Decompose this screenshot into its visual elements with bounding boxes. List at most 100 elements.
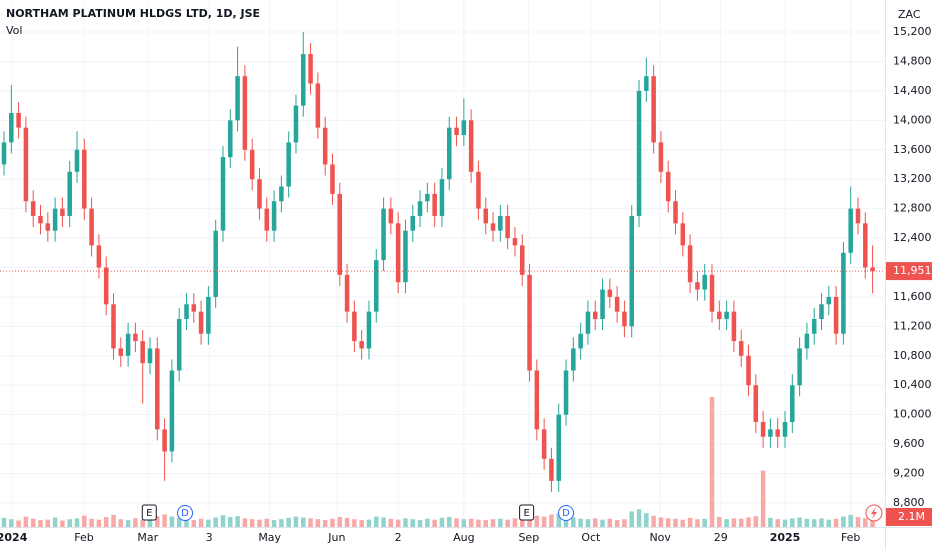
- volume-bar: [206, 519, 211, 527]
- candle-body: [38, 215, 43, 224]
- volume-bar: [111, 514, 116, 527]
- price-pane: [0, 32, 885, 492]
- volume-bar: [476, 519, 481, 527]
- candle-body: [585, 311, 591, 334]
- y-tick-label: 10,800: [893, 349, 932, 362]
- volume-bar: [680, 519, 686, 527]
- volume-bar: [395, 519, 401, 527]
- x-tick-label: 2: [395, 531, 402, 544]
- candle-body: [111, 304, 116, 349]
- candle-body: [103, 267, 109, 305]
- candle-body: [1, 142, 7, 165]
- volume-bar: [257, 519, 262, 527]
- candle-body: [52, 208, 58, 231]
- candle-body: [315, 83, 321, 128]
- volume-bar: [819, 518, 824, 527]
- y-tick-label: 15,200: [893, 25, 932, 38]
- volume-bar: [687, 517, 693, 527]
- volume-bar: [629, 511, 634, 527]
- candle-body: [206, 296, 211, 334]
- candle-body: [118, 348, 124, 356]
- event-label: E: [146, 508, 152, 519]
- volume-bar: [38, 520, 43, 527]
- candle-body: [636, 90, 642, 216]
- volume-bar: [162, 514, 167, 527]
- candle-body: [483, 208, 489, 224]
- volume-bar: [308, 518, 313, 527]
- y-tick-label: 14,400: [893, 84, 932, 97]
- candle-body: [425, 193, 430, 202]
- volume-bar: [417, 520, 423, 527]
- volume-bar: [315, 519, 321, 527]
- volume-bar: [585, 519, 591, 527]
- candle-body: [147, 348, 153, 364]
- volume-bar: [775, 519, 780, 527]
- volume-bar: [279, 519, 284, 527]
- volume-bar: [322, 520, 328, 527]
- volume-bar: [301, 517, 306, 527]
- candle-body: [74, 149, 80, 172]
- volume-bar: [768, 517, 773, 527]
- volume-bar: [235, 516, 240, 527]
- volume-bar: [563, 516, 569, 527]
- event-badge: [519, 504, 535, 521]
- volume-bar: [804, 518, 810, 527]
- candle-body: [790, 385, 795, 423]
- candle-body: [658, 142, 664, 172]
- candle-body: [863, 223, 868, 268]
- candle-body: [257, 179, 262, 209]
- candle-body: [651, 76, 656, 143]
- flash-icon[interactable]: [865, 504, 883, 522]
- candle-body: [819, 304, 824, 320]
- candle-body: [301, 54, 306, 106]
- x-tick-label: Feb: [841, 531, 860, 544]
- volume-bar: [373, 516, 379, 527]
- event-label: D: [562, 508, 570, 519]
- volume-bar: [432, 519, 437, 527]
- candle-body: [308, 54, 313, 84]
- candle-body: [629, 215, 634, 327]
- candle-body: [82, 149, 87, 209]
- candle-body: [235, 76, 240, 121]
- candle-body: [359, 341, 364, 349]
- volume-bar: [446, 517, 452, 527]
- candle-body: [184, 304, 189, 320]
- volume-bar: [490, 519, 496, 527]
- volume-bar: [118, 519, 124, 527]
- candle-body: [768, 429, 773, 437]
- y-tick-label: 9,600: [893, 437, 925, 450]
- volume-bar: [264, 518, 270, 527]
- candle-body: [746, 355, 751, 386]
- candle-body: [614, 296, 620, 312]
- volume-bar: [746, 517, 751, 527]
- volume-bar: [811, 519, 817, 527]
- candle-body: [60, 208, 65, 216]
- candle-body: [140, 341, 145, 364]
- candle-body: [498, 215, 503, 231]
- volume-bar: [425, 518, 430, 527]
- last-volume-box: [886, 508, 932, 526]
- volume-bar: [410, 519, 416, 527]
- candle-body: [855, 208, 861, 224]
- candle-body: [622, 311, 627, 327]
- volume-bar: [724, 519, 729, 527]
- volume-bar: [381, 517, 386, 527]
- candle-body: [600, 289, 605, 320]
- volume-bar: [103, 517, 109, 527]
- candle-body: [811, 319, 817, 334]
- volume-bar: [483, 520, 489, 527]
- candle-body: [191, 304, 197, 312]
- candle-body: [724, 311, 729, 320]
- candle-body: [264, 208, 270, 231]
- volume-bar: [673, 518, 678, 527]
- candle-body: [804, 333, 810, 349]
- candle-body: [133, 333, 138, 342]
- y-tick-label: 14,800: [893, 54, 932, 67]
- x-tick-label: Mar: [137, 531, 158, 544]
- volume-bar: [74, 518, 80, 527]
- candle-body: [271, 201, 277, 231]
- candle-body: [162, 429, 167, 452]
- y-tick-label: 13,600: [893, 143, 932, 156]
- volume-bar: [352, 519, 357, 527]
